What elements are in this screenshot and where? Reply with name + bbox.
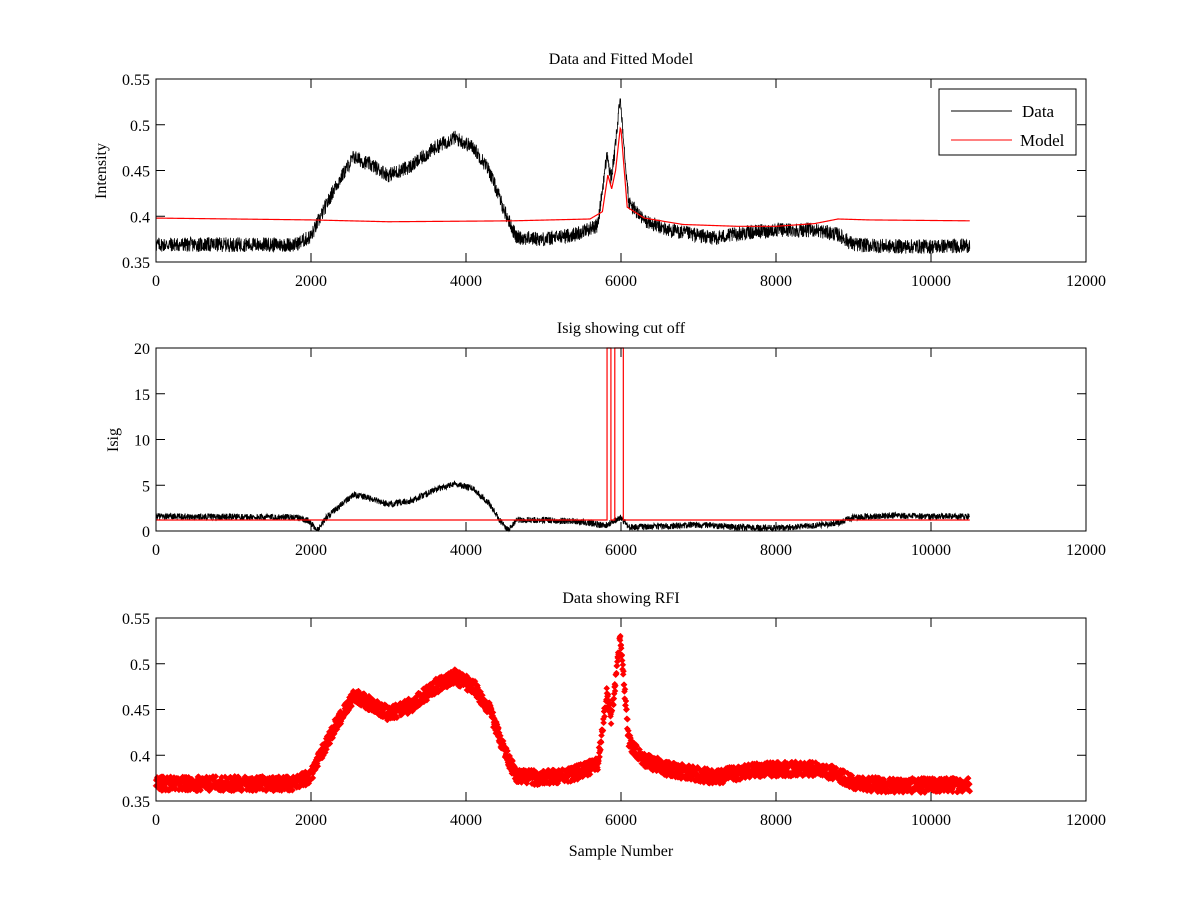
y-tick-label: 0.35 xyxy=(122,794,150,811)
panel-data-showing-rfi: Data showing RFI 0 2000 4000 6000 8000 10000 1… xyxy=(122,590,1106,860)
series-layer xyxy=(155,98,971,254)
y-tick-label: 0.4 xyxy=(130,209,150,226)
series-line-isig xyxy=(155,480,970,533)
x-tick-label: 2000 xyxy=(295,542,327,559)
y-tick-label: 0.45 xyxy=(122,164,150,181)
x-tick-label: 4000 xyxy=(450,542,482,559)
x-tick-label: 8000 xyxy=(760,542,792,559)
x-tick-label: 0 xyxy=(152,812,160,829)
axes-layer: 0 2000 4000 6000 8000 10000 12000 0.35 0.4 0.45 0.… xyxy=(122,72,1106,290)
legend-entry-data: Data xyxy=(1022,102,1055,121)
x-tick-label: 0 xyxy=(152,273,160,290)
y-tick-label: 0.55 xyxy=(122,72,150,89)
series-layer xyxy=(155,347,970,533)
legend-box xyxy=(938,88,1077,156)
series-line-cutoff xyxy=(156,347,970,521)
y-axis-label: Intensity xyxy=(93,143,110,199)
y-tick-label: 10 xyxy=(134,433,150,450)
panel-title: Isig showing cut off xyxy=(557,320,686,337)
panel-data-and-fitted-model: Data and Fitted Model Intensity 0 2000 400… xyxy=(93,51,1106,290)
x-axis-label: Sample Number xyxy=(569,843,674,860)
axes-frame xyxy=(155,347,1087,532)
x-tick-label: 12000 xyxy=(1066,812,1106,829)
x-tick-label: 2000 xyxy=(295,812,327,829)
x-tick-label: 10000 xyxy=(911,542,951,559)
y-axis-label: Isig xyxy=(105,428,122,452)
y-tick-label: 0.55 xyxy=(122,611,150,628)
y-tick-label: 0.5 xyxy=(130,657,150,674)
x-tick-label: 6000 xyxy=(605,542,637,559)
x-tick-label: 12000 xyxy=(1066,273,1106,290)
y-tick-label: 0.45 xyxy=(122,703,150,720)
legend-entry-model: Model xyxy=(1020,131,1065,150)
series-line-model xyxy=(155,126,970,227)
panel-isig-cut-off: Isig showing cut off Isig 0 2000 4000 6000 8… xyxy=(105,320,1106,559)
series-layer xyxy=(152,632,974,796)
x-tick-label: 8000 xyxy=(760,273,792,290)
x-tick-label: 4000 xyxy=(450,273,482,290)
x-tick-label: 2000 xyxy=(295,273,327,290)
y-tick-label: 0.35 xyxy=(122,255,150,272)
y-tick-label: 0.4 xyxy=(130,748,150,765)
x-tick-label: 10000 xyxy=(911,812,951,829)
y-tick-label: 0.5 xyxy=(130,118,150,135)
scatter-markers-rfi xyxy=(152,632,974,796)
axes-layer: 0 2000 4000 6000 8000 10000 12000 0.35 0.4 0.45 0.… xyxy=(122,611,1106,829)
x-tick-label: 12000 xyxy=(1066,542,1106,559)
y-tick-label: 0 xyxy=(142,524,150,541)
panel-title: Data and Fitted Model xyxy=(549,51,694,68)
axes-layer: 0 2000 4000 6000 8000 10000 12000 0 5 10 15 20 xyxy=(134,341,1106,559)
x-tick-label: 6000 xyxy=(605,812,637,829)
y-tick-label: 5 xyxy=(142,478,150,495)
y-tick-label: 15 xyxy=(134,387,150,404)
legend: Data Model xyxy=(938,88,1077,156)
x-tick-label: 0 xyxy=(152,542,160,559)
x-tick-label: 4000 xyxy=(450,812,482,829)
x-tick-label: 10000 xyxy=(911,273,951,290)
series-line-data xyxy=(155,98,971,254)
x-tick-label: 8000 xyxy=(760,812,792,829)
y-tick-label: 20 xyxy=(134,341,150,358)
panel-title: Data showing RFI xyxy=(562,590,679,607)
x-tick-label: 6000 xyxy=(605,273,637,290)
